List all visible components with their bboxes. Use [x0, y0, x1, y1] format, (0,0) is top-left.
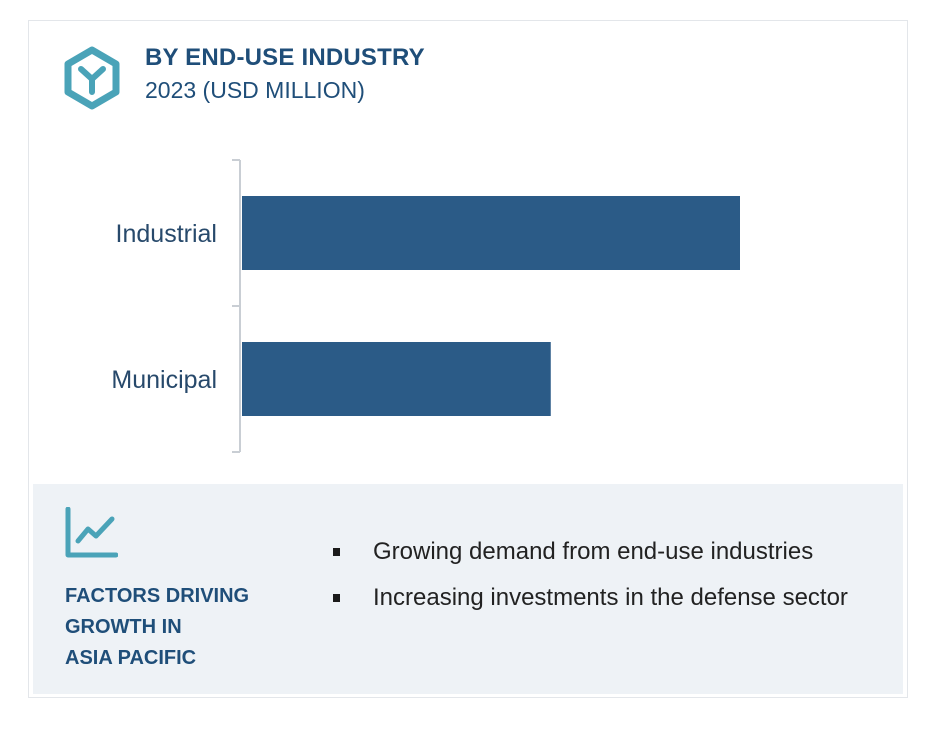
factor-text: Growing demand from end-use industries: [373, 538, 814, 565]
chart-title: BY END-USE INDUSTRY: [145, 44, 425, 71]
chart-subtitle: 2023 (USD MILLION): [145, 77, 365, 103]
category-label-industrial: Industrial: [116, 220, 217, 248]
factors-heading: FACTORS DRIVING GROWTH IN ASIA PACIFIC: [65, 585, 250, 669]
hexagon-y-logo-icon: [64, 46, 120, 110]
bullet-icon: [333, 594, 340, 602]
factor-item: Increasing investments in the defense se…: [333, 582, 893, 614]
bullet-icon: [333, 548, 340, 556]
factors-list: Growing demand from end-use industries I…: [333, 536, 893, 628]
bar-industrial: [242, 196, 740, 270]
category-axis: [232, 159, 241, 453]
factors-panel: [33, 484, 903, 694]
factor-text: Increasing investments in the defense se…: [373, 584, 848, 611]
bar-municipal: [242, 342, 551, 416]
trend-line-chart-icon: [65, 507, 118, 558]
category-label-municipal: Municipal: [111, 366, 217, 394]
factor-item: Growing demand from end-use industries: [333, 536, 893, 568]
bar-chart: Industrial Municipal: [111, 159, 740, 453]
